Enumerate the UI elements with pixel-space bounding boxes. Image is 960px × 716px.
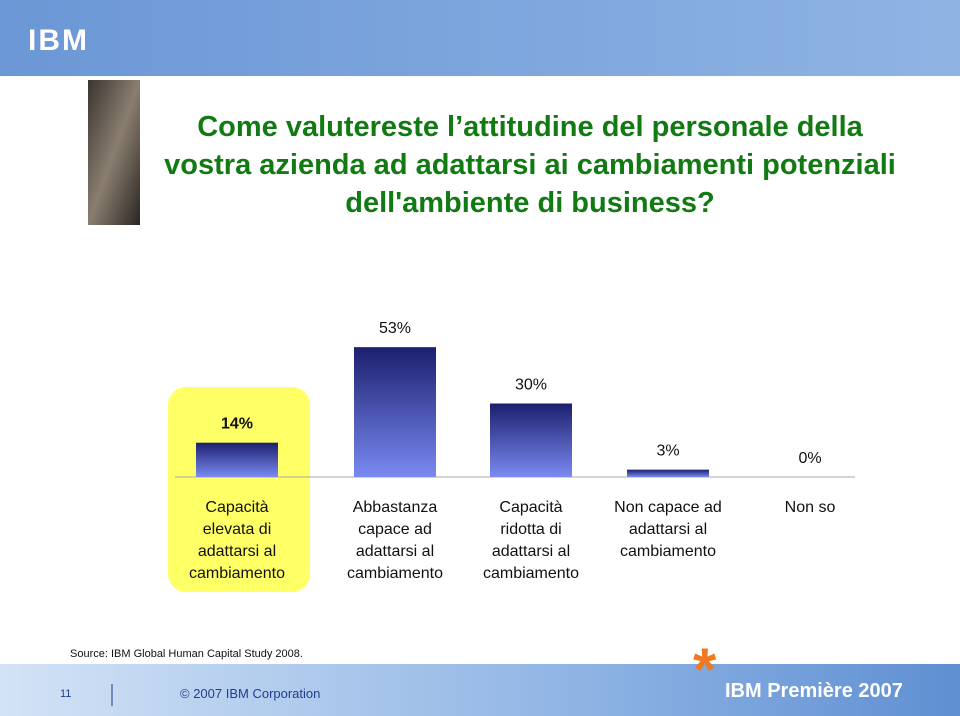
category-label: Abbastanza capace ad adattarsi al cambiamen… bbox=[347, 499, 443, 582]
bar bbox=[354, 347, 436, 477]
book-cover bbox=[88, 80, 140, 225]
value-label: 0% bbox=[798, 450, 821, 467]
header-band bbox=[0, 0, 960, 76]
source: Source: IBM Global Human Capital Study 2… bbox=[70, 648, 303, 660]
bar bbox=[490, 403, 572, 477]
asterisk: * bbox=[693, 636, 717, 703]
bar bbox=[627, 469, 709, 477]
category-label: Capacità elevata di adattarsi al cambiament… bbox=[189, 499, 285, 582]
value-label: 14% bbox=[221, 416, 253, 433]
value-label: 53% bbox=[379, 320, 411, 337]
title: Come valutereste l’attitudine del person… bbox=[164, 111, 896, 219]
footer-band bbox=[0, 664, 960, 716]
logo: IBM bbox=[28, 24, 89, 57]
brand: IBM Première 2007 bbox=[725, 680, 903, 702]
value-label: 30% bbox=[515, 377, 547, 394]
highlight bbox=[168, 387, 310, 592]
category-label: Capacità ridotta di adattarsi al cambiament… bbox=[483, 499, 579, 582]
page-number: 11 bbox=[60, 688, 71, 700]
copyright: © 2007 IBM Corporation bbox=[180, 686, 320, 701]
bar bbox=[196, 442, 278, 477]
value-label: 3% bbox=[656, 443, 679, 460]
category-label: Non so bbox=[785, 499, 836, 516]
category-label: Non capace ad adattarsi al cambiamento bbox=[614, 499, 722, 560]
